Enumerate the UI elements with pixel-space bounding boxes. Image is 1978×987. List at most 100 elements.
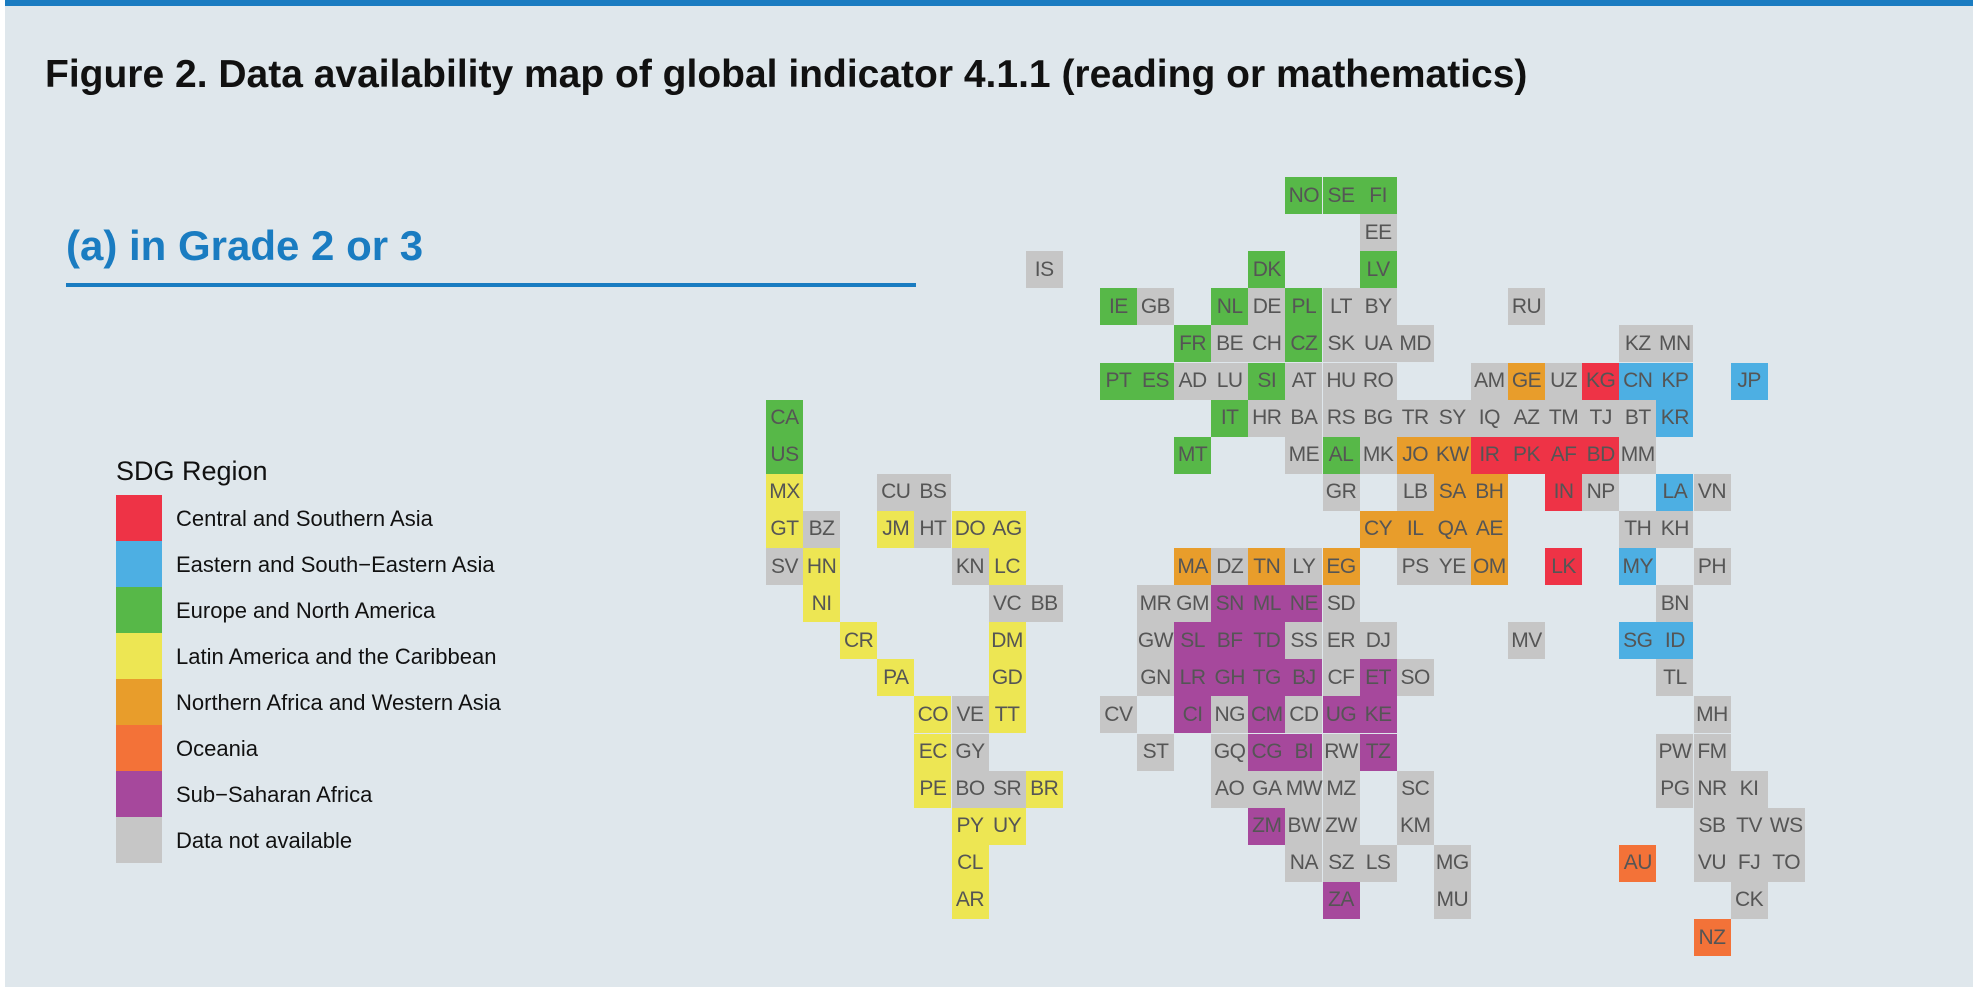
country-tile-bt: BT <box>1619 399 1657 437</box>
country-tile-cr: CR <box>840 622 878 660</box>
country-tile-iq: IQ <box>1470 399 1508 437</box>
country-tile-ki: KI <box>1730 770 1768 808</box>
legend-item-nawa: Northern Africa and Western Asia <box>116 679 501 725</box>
legend-item-esea: Eastern and South−Eastern Asia <box>116 541 495 587</box>
country-tile-sa: SA <box>1433 473 1471 511</box>
country-tile-hu: HU <box>1322 362 1360 400</box>
country-tile-lb: LB <box>1396 473 1434 511</box>
country-tile-hr: HR <box>1248 399 1286 437</box>
country-tile-tg: TG <box>1248 659 1286 697</box>
country-tile-vc: VC <box>988 585 1026 623</box>
country-tile-dm: DM <box>988 622 1026 660</box>
country-tile-ma: MA <box>1174 548 1212 585</box>
country-tile-tt: TT <box>988 696 1026 734</box>
country-tile-fm: FM <box>1693 733 1731 771</box>
legend: SDG Region Central and Southern Asia Eas… <box>116 456 501 863</box>
country-tile-mk: MK <box>1359 436 1397 474</box>
country-tile-bj: BJ <box>1285 659 1323 697</box>
country-tile-mn: MN <box>1656 325 1694 363</box>
country-tile-az: AZ <box>1508 399 1545 437</box>
legend-swatch <box>116 679 162 725</box>
country-tile-gm: GM <box>1174 585 1212 623</box>
legend-label: Eastern and South−Eastern Asia <box>176 552 495 577</box>
country-tile-sn: SN <box>1211 585 1249 623</box>
legend-label: Latin America and the Caribbean <box>176 644 497 669</box>
country-tile-no: NO <box>1285 177 1323 214</box>
country-tile-fi: FI <box>1359 177 1397 214</box>
country-tile-tr: TR <box>1396 399 1434 437</box>
country-tile-bz: BZ <box>803 510 841 548</box>
country-tile-bg: BG <box>1359 399 1397 437</box>
country-tile-ao: AO <box>1211 770 1249 808</box>
country-tile-sy: SY <box>1433 399 1471 437</box>
country-tile-lr: LR <box>1174 659 1212 697</box>
country-tile-ba: BA <box>1285 399 1323 437</box>
country-tile-cd: CD <box>1285 696 1323 734</box>
country-tile-jo: JO <box>1396 436 1434 474</box>
country-tile-sb: SB <box>1693 807 1731 845</box>
country-tile-ad: AD <box>1174 362 1212 400</box>
country-tile-tl: TL <box>1656 659 1694 697</box>
country-tile-de: DE <box>1248 288 1286 326</box>
country-tile-ir: IR <box>1470 436 1508 474</box>
country-tile-vn: VN <box>1693 473 1731 511</box>
legend-item-not-available: Data not available <box>116 817 352 863</box>
country-tile-mt: MT <box>1174 436 1212 474</box>
figure-panel: Figure 2. Data availability map of globa… <box>5 0 1973 987</box>
country-tile-sg: SG <box>1619 622 1657 660</box>
legend-item-oceania: Oceania <box>116 725 268 771</box>
legend-swatch <box>116 725 162 771</box>
country-tile-om: OM <box>1470 548 1508 585</box>
country-tile-ru: RU <box>1508 288 1545 326</box>
country-tile-al: AL <box>1322 436 1360 474</box>
country-tile-sv: SV <box>766 548 803 585</box>
country-tile-ec: EC <box>914 733 952 771</box>
country-tile-it: IT <box>1211 399 1249 437</box>
country-tile-si: SI <box>1248 362 1286 400</box>
country-tile-ke: KE <box>1359 696 1397 734</box>
country-tile-zw: ZW <box>1322 807 1360 845</box>
country-tile-pk: PK <box>1508 436 1545 474</box>
country-tile-pg: PG <box>1656 770 1694 808</box>
country-tile-me: ME <box>1285 436 1323 474</box>
country-tile-gw: GW <box>1137 622 1174 660</box>
country-tile-br: BR <box>1025 770 1063 808</box>
country-tile-vu: VU <box>1693 844 1731 882</box>
country-tile-tn: TN <box>1248 548 1286 585</box>
country-tile-ug: UG <box>1322 696 1360 734</box>
country-tile-hn: HN <box>803 548 841 585</box>
country-tile-by: BY <box>1359 288 1397 326</box>
legend-swatch <box>116 633 162 679</box>
country-tile-dk: DK <box>1248 251 1286 289</box>
country-tile-mu: MU <box>1433 881 1471 919</box>
country-tile-gr: GR <box>1322 473 1360 511</box>
country-tile-bi: BI <box>1285 733 1323 771</box>
country-tile-fr: FR <box>1174 325 1212 363</box>
country-tile-ck: CK <box>1730 881 1768 919</box>
legend-swatch <box>116 587 162 633</box>
country-tile-fj: FJ <box>1730 844 1768 882</box>
legend-swatch <box>116 495 162 541</box>
country-tile-ch: CH <box>1248 325 1286 363</box>
country-tile-sl: SL <box>1174 622 1212 660</box>
legend-label: Oceania <box>176 736 258 761</box>
country-tile-gy: GY <box>951 733 989 771</box>
country-tile-ga: GA <box>1248 770 1286 808</box>
country-tile-sk: SK <box>1322 325 1360 363</box>
country-tile-mh: MH <box>1693 696 1731 734</box>
country-tile-ls: LS <box>1359 844 1397 882</box>
country-tile-ye: YE <box>1433 548 1471 585</box>
country-tile-tj: TJ <box>1582 399 1620 437</box>
country-tile-il: IL <box>1396 510 1434 548</box>
country-tile-bh: BH <box>1470 473 1508 511</box>
legend-label: Northern Africa and Western Asia <box>176 690 501 715</box>
country-tile-gh: GH <box>1211 659 1249 697</box>
country-tile-ve: VE <box>951 696 989 734</box>
country-tile-lt: LT <box>1322 288 1360 326</box>
country-tile-ie: IE <box>1099 288 1137 326</box>
country-tile-lv: LV <box>1359 251 1397 289</box>
country-tile-kz: KZ <box>1619 325 1657 363</box>
country-tile-ly: LY <box>1285 548 1323 585</box>
country-tile-bd: BD <box>1582 436 1620 474</box>
country-tile-td: TD <box>1248 622 1286 660</box>
